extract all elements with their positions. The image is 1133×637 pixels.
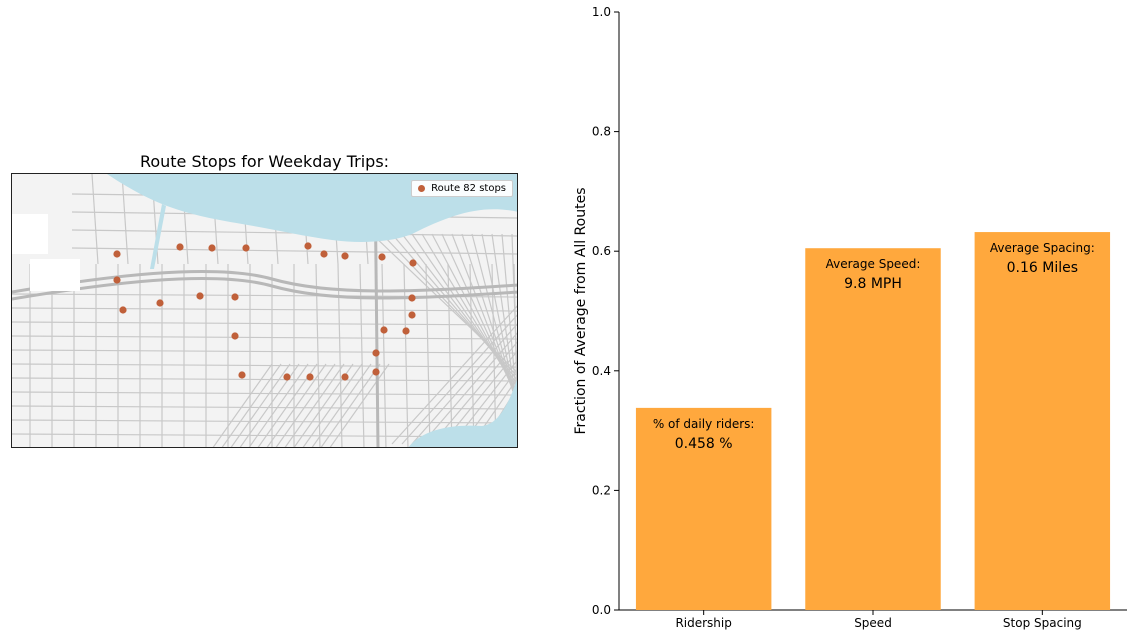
route-stop-marker: [238, 371, 246, 379]
creek-water: [150, 204, 166, 269]
y-tick-label: 0.2: [592, 483, 611, 497]
y-tick-label: 0.8: [592, 125, 611, 139]
route-stop-marker: [372, 349, 380, 357]
route-stop-marker: [306, 373, 314, 381]
bar-annotation-value: 0.458 %: [675, 436, 733, 452]
route-stops: [113, 242, 417, 381]
route-stop-marker: [196, 292, 204, 300]
street-grid: [12, 174, 517, 447]
route-stop-marker: [176, 243, 184, 251]
route-stop-marker: [380, 326, 388, 334]
bar: [805, 248, 941, 610]
lake-water: [408, 379, 517, 447]
route-stop-marker: [402, 327, 410, 335]
bar-annotation-label: Average Speed:: [826, 257, 921, 271]
route-stop-marker: [378, 253, 386, 261]
route-stop-marker: [242, 244, 250, 252]
map-canvas: [12, 174, 517, 447]
y-tick-label: 0.4: [592, 364, 611, 378]
route-stop-marker: [341, 373, 349, 381]
route-stop-marker: [341, 252, 349, 260]
y-tick-label: 1.0: [592, 5, 611, 19]
bar: [974, 232, 1111, 610]
bar-annotation-label: % of daily riders:: [653, 417, 755, 431]
bar-annotation-label: Average Spacing:: [990, 241, 1095, 255]
blank-area: [30, 259, 80, 291]
route-stop-marker: [320, 250, 328, 258]
route-stop-marker: [409, 259, 417, 267]
legend-stop-marker: [418, 185, 426, 192]
route-stop-marker: [372, 368, 380, 376]
route-stop-marker: [231, 332, 239, 340]
route-stop-marker: [119, 306, 127, 314]
route-stop-marker: [156, 299, 164, 307]
route-map[interactable]: Route 82 stops: [11, 173, 518, 448]
route-stop-marker: [408, 294, 416, 302]
route-stop-marker: [283, 373, 291, 381]
route-stop-marker: [408, 311, 416, 319]
route-stop-marker: [208, 244, 216, 252]
x-tick-label: Ridership: [675, 616, 731, 630]
blank-area: [12, 214, 48, 254]
map-title: Route Stops for Weekday Trips:: [139, 152, 390, 171]
bar-annotation-value: 0.16 Miles: [1007, 260, 1078, 276]
bar: [635, 407, 772, 610]
bar-chart: 0.0 0.2 0.4 0.6 0.8 1.0 Fraction of Average fr…: [573, 5, 1127, 630]
x-tick-label: Speed: [854, 616, 892, 630]
x-tick-label: Stop Spacing: [1003, 616, 1082, 630]
map-legend: Route 82 stops: [411, 180, 513, 197]
route-stop-marker: [113, 250, 121, 258]
route-stop-marker: [113, 276, 121, 284]
bar-annotation-value: 9.8 MPH: [844, 276, 902, 292]
y-axis-label: Fraction of Average from All Routes: [573, 188, 589, 435]
y-tick-label: 0.6: [592, 244, 611, 258]
route-stop-marker: [304, 242, 312, 250]
y-tick-label: 0.0: [592, 603, 611, 617]
route-stop-marker: [231, 293, 239, 301]
legend-label: Route 82 stops: [431, 183, 506, 194]
